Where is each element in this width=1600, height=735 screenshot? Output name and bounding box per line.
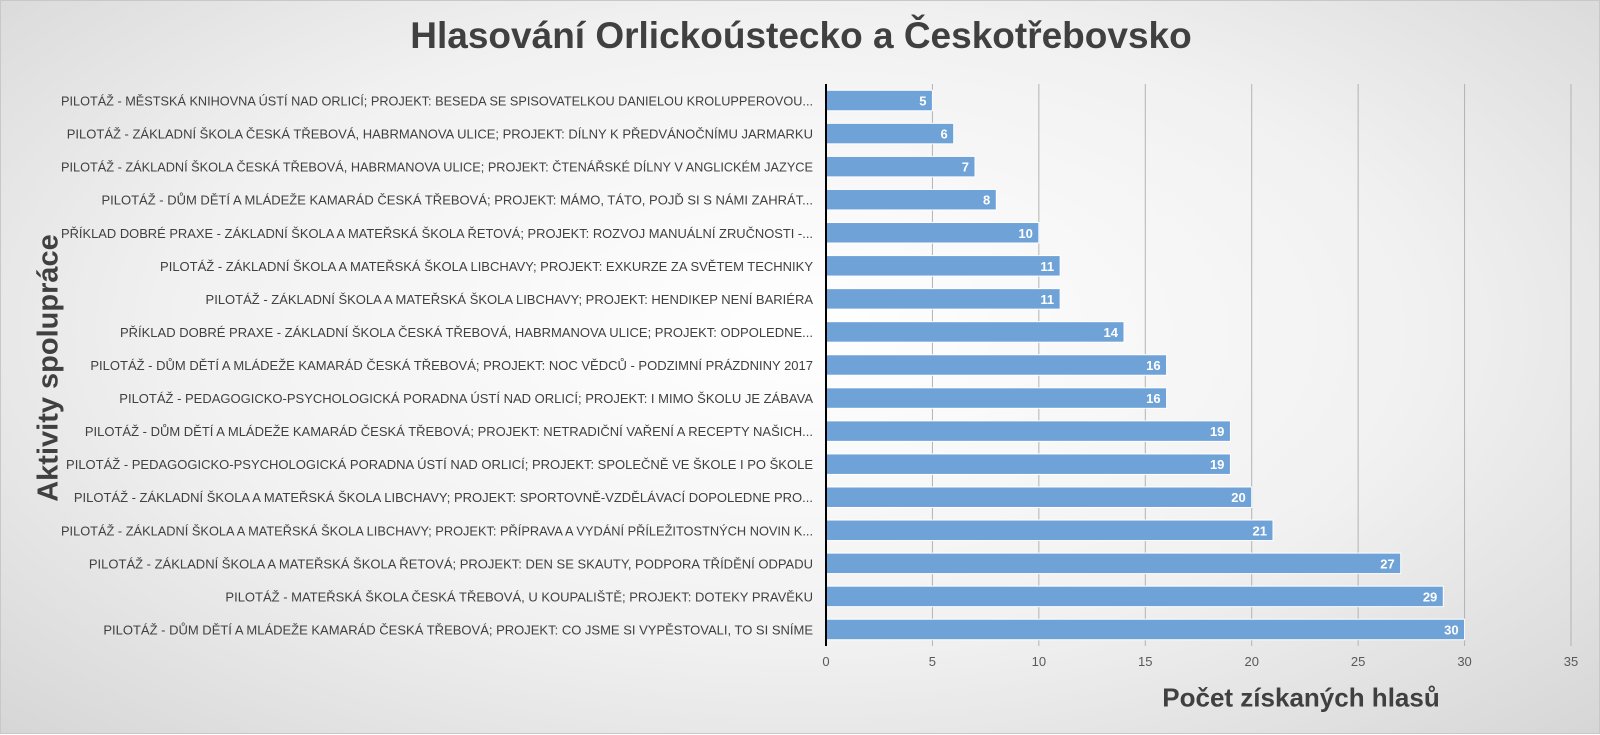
category-label: PILOTÁŽ - ZÁKLADNÍ ŠKOLA A MATEŘSKÁ ŠKOL… [206, 292, 814, 307]
x-tick-label: 0 [822, 654, 829, 669]
bar [825, 387, 1168, 409]
data-label: 10 [1018, 226, 1032, 241]
data-label: 14 [1104, 325, 1119, 340]
bar [825, 420, 1231, 442]
x-tick-label: 15 [1138, 654, 1152, 669]
x-axis-title: Počet získaných hlasů [1162, 682, 1440, 713]
bar [825, 486, 1253, 508]
bar [825, 519, 1274, 542]
x-tick-label: 10 [1032, 654, 1046, 669]
bar [825, 155, 976, 178]
data-label: 19 [1210, 424, 1224, 439]
x-tick-label: 35 [1564, 654, 1578, 669]
category-label: PŘÍKLAD DOBRÉ PRAXE - ZÁKLADNÍ ŠKOLA A M… [61, 226, 813, 241]
category-label: PILOTÁŽ - ZÁKLADNÍ ŠKOLA A MATEŘSKÁ ŠKOL… [61, 523, 813, 538]
category-label: PILOTÁŽ - DŮM DĚTÍ A MLÁDEŽE KAMARÁD ČES… [101, 193, 813, 208]
category-label: PILOTÁŽ - ZÁKLADNÍ ŠKOLA ČESKÁ TŘEBOVÁ, … [67, 127, 813, 142]
data-label: 19 [1210, 457, 1224, 472]
data-label: 5 [919, 94, 926, 109]
x-tick-label: 5 [929, 654, 936, 669]
category-label: PILOTÁŽ - MATEŘSKÁ ŠKOLA ČESKÁ TŘEBOVÁ, … [225, 589, 813, 604]
category-label: PILOTÁŽ - DŮM DĚTÍ A MLÁDEŽE KAMARÁD ČES… [85, 424, 813, 439]
bar [825, 354, 1168, 376]
data-label: 16 [1146, 358, 1160, 373]
category-label: PILOTÁŽ - ZÁKLADNÍ ŠKOLA ČESKÁ TŘEBOVÁ, … [61, 160, 813, 175]
data-label: 29 [1423, 589, 1437, 604]
category-label: PILOTÁŽ - PEDAGOGICKO-PSYCHOLOGICKÁ PORA… [119, 391, 813, 406]
bar [825, 222, 1040, 244]
category-label: PILOTÁŽ - ZÁKLADNÍ ŠKOLA A MATEŘSKÁ ŠKOL… [74, 490, 813, 505]
bar [825, 288, 1061, 310]
category-label: PILOTÁŽ - PEDAGOGICKO-PSYCHOLOGICKÁ PORA… [66, 457, 813, 472]
data-label: 6 [940, 127, 947, 142]
data-label: 21 [1253, 523, 1267, 538]
data-label: 11 [1040, 292, 1054, 307]
bar [825, 453, 1231, 475]
data-label: 8 [983, 193, 990, 208]
category-label: PILOTÁŽ - DŮM DĚTÍ A MLÁDEŽE KAMARÁD ČES… [103, 622, 813, 637]
bar [825, 321, 1125, 343]
data-label: 11 [1040, 259, 1054, 274]
bar [825, 188, 997, 211]
data-label: 30 [1444, 622, 1458, 637]
chart-title: Hlasování Orlickoústecko a Českotřebovsk… [410, 15, 1192, 56]
bar [825, 552, 1402, 575]
bar [825, 89, 933, 112]
x-tick-label: 20 [1244, 654, 1258, 669]
data-label: 27 [1380, 556, 1394, 571]
bar [825, 122, 955, 145]
category-label: PŘÍKLAD DOBRÉ PRAXE - ZÁKLADNÍ ŠKOLA ČES… [120, 325, 813, 340]
category-label: PILOTÁŽ - MĚSTSKÁ KNIHOVNA ÚSTÍ NAD ORLI… [61, 94, 813, 109]
x-tick-label: 25 [1351, 654, 1365, 669]
bar [825, 618, 1466, 641]
category-label: PILOTÁŽ - DŮM DĚTÍ A MLÁDEŽE KAMARÁD ČES… [90, 358, 813, 373]
category-label: PILOTÁŽ - ZÁKLADNÍ ŠKOLA A MATEŘSKÁ ŠKOL… [160, 259, 813, 274]
data-label: 16 [1146, 391, 1160, 406]
category-label: PILOTÁŽ - ZÁKLADNÍ ŠKOLA A MATEŘSKÁ ŠKOL… [89, 556, 813, 571]
x-tick-label: 30 [1457, 654, 1471, 669]
data-label: 7 [962, 160, 969, 175]
bar [825, 255, 1061, 277]
data-label: 20 [1231, 490, 1245, 505]
bar [825, 585, 1444, 608]
